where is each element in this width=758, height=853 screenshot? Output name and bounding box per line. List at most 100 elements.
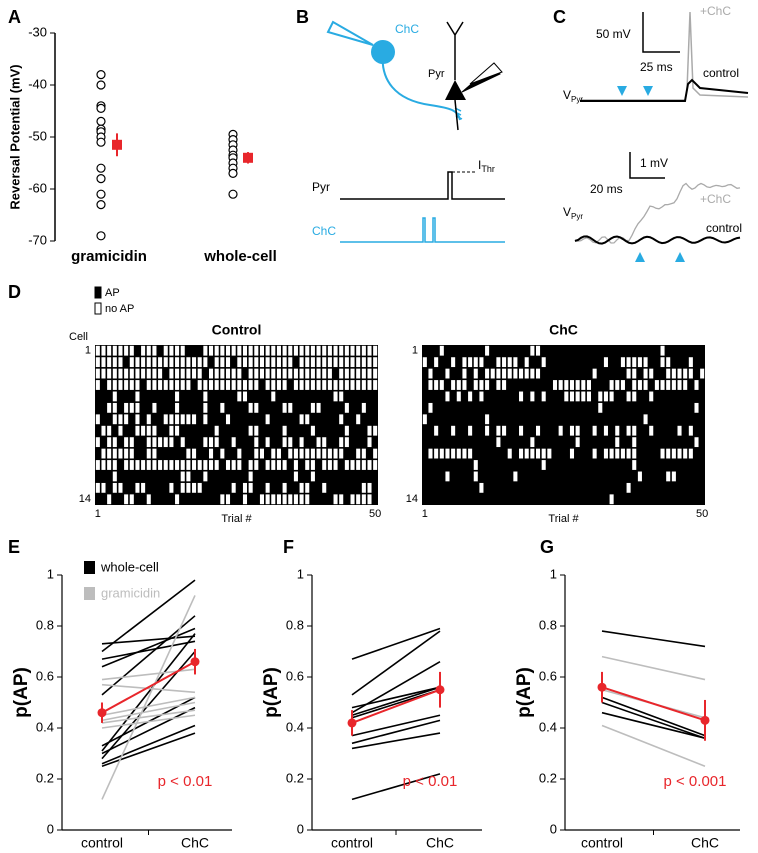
- raster-cell: [271, 380, 276, 390]
- raster-cell: [654, 447, 660, 460]
- raster-cell: [350, 368, 355, 379]
- raster-cell: [682, 402, 689, 414]
- raster-cell: [693, 356, 700, 368]
- raster-cell: [242, 413, 248, 425]
- raster-cell: [254, 357, 259, 368]
- raster-cell: [484, 402, 490, 414]
- raster-cell: [332, 402, 339, 414]
- raster-cell: [659, 470, 666, 483]
- raster-cell: [506, 379, 513, 391]
- raster-cell: [100, 379, 107, 391]
- y-tick-label: -40: [28, 76, 47, 91]
- raster-cell: [455, 367, 462, 380]
- raster-cell: [276, 345, 281, 356]
- raster-cell: [688, 459, 694, 471]
- raster-cell: [175, 368, 180, 379]
- raster-cell: [489, 379, 496, 391]
- raster-cell: [699, 356, 705, 368]
- raster-cell: [530, 345, 535, 356]
- raster-cell: [615, 437, 620, 448]
- raster-cell: [107, 494, 112, 505]
- raster-cell: [247, 413, 254, 425]
- mean-marker: [700, 715, 710, 725]
- raster-cell: [631, 470, 638, 483]
- raster-cell: [220, 494, 225, 505]
- raster-cell: [609, 448, 614, 459]
- raster-cell: [162, 425, 169, 437]
- raster-cell: [299, 380, 304, 390]
- raster-cell: [208, 425, 214, 437]
- raster-cell: [107, 380, 112, 390]
- raster-cell: [254, 368, 259, 379]
- raster-cell: [535, 470, 541, 483]
- raster-cell: [361, 425, 367, 437]
- raster-cell: [95, 368, 100, 379]
- chc-pipette: [326, 20, 374, 46]
- raster-cell: [315, 459, 322, 471]
- raster-cell: [254, 460, 259, 470]
- raster-cell: [461, 413, 468, 425]
- raster-cell: [169, 368, 174, 379]
- raster-cell: [694, 380, 699, 390]
- raster-cell: [637, 425, 643, 437]
- raster-cell: [682, 459, 689, 471]
- raster-cell: [574, 413, 581, 425]
- raster-cell: [614, 482, 621, 494]
- raster-cell: [625, 402, 632, 414]
- raster-cell: [129, 448, 134, 459]
- raster-cell: [569, 380, 575, 390]
- raster-cell: [489, 493, 496, 505]
- raster-cell: [152, 402, 157, 413]
- raster-cell: [100, 402, 107, 414]
- raster-title: ChC: [549, 322, 578, 338]
- raster-cell: [225, 368, 231, 379]
- raster-cell: [461, 470, 468, 483]
- raster-cell: [305, 345, 310, 356]
- raster-cell: [242, 402, 248, 414]
- raster-cell: [270, 402, 277, 414]
- raster-cell: [501, 390, 507, 403]
- raster-cell: [248, 380, 253, 390]
- raster-cell: [659, 436, 666, 448]
- raster-cell: [169, 425, 174, 436]
- raster-cell: [637, 447, 643, 460]
- raster-cell: [332, 470, 339, 483]
- raster-cell: [259, 448, 264, 459]
- raster-cell: [152, 425, 157, 436]
- raster-cell: [501, 493, 507, 505]
- annotation: p < 0.01: [403, 773, 458, 790]
- raster-cell: [339, 380, 344, 390]
- raster-cell: [141, 482, 146, 493]
- raster-cell: [597, 459, 604, 471]
- raster-cell: [501, 459, 507, 471]
- paired-line: [601, 724, 706, 767]
- data-point: [96, 103, 106, 114]
- raster-cell: [540, 436, 547, 448]
- vm-sub: Pyr: [571, 95, 583, 104]
- raster-cell: [168, 447, 175, 460]
- raster-cell: [535, 413, 541, 425]
- raster-cell: [489, 436, 496, 448]
- raster-cell: [427, 436, 434, 448]
- y-tick-label: 1: [47, 566, 54, 581]
- raster-cell: [180, 437, 185, 448]
- raster-cell: [344, 482, 350, 494]
- threshold-main: I: [478, 158, 481, 172]
- raster-cell: [461, 345, 468, 357]
- x-tick-label: 50: [696, 508, 708, 520]
- raster-cell: [632, 448, 637, 459]
- y-axis-label: p(AP): [514, 667, 535, 718]
- raster-cell: [598, 402, 603, 413]
- raster-cell: [472, 436, 479, 448]
- raster-cell: [586, 367, 592, 380]
- raster-cell: [546, 493, 553, 505]
- y-tick-label: 14: [406, 493, 418, 505]
- raster-cell: [219, 470, 226, 483]
- raster-cell: [220, 368, 225, 379]
- panel-label: B: [296, 7, 309, 27]
- raster-cell: [512, 402, 519, 414]
- raster-cell: [438, 436, 445, 448]
- raster-cell: [468, 425, 473, 436]
- raster-cell: [512, 493, 519, 505]
- raster-cell: [608, 470, 615, 483]
